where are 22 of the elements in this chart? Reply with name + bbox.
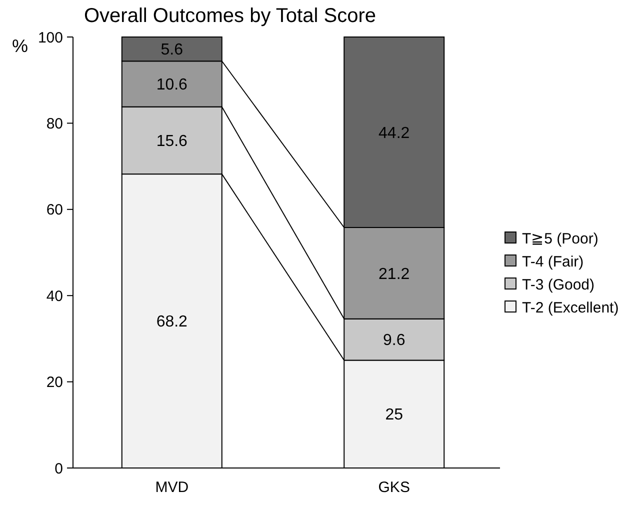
- data-label: 44.2: [378, 124, 410, 142]
- data-label: 25: [385, 406, 404, 424]
- legend-label: T≧5 (Poor): [522, 230, 598, 248]
- y-tick-label: 80: [46, 115, 63, 132]
- legend-label: T-4 (Fair): [522, 253, 584, 270]
- data-label: 5.6: [160, 42, 184, 59]
- y-tick-label: 60: [46, 202, 63, 219]
- chart-title: Overall Outcomes by Total Score: [84, 5, 376, 27]
- data-label: 10.6: [156, 76, 188, 94]
- data-label: 9.6: [382, 332, 406, 350]
- legend-label: T-2 (Excellent): [522, 299, 619, 316]
- y-tick-label: 20: [46, 374, 63, 392]
- y-axis-title: %: [12, 36, 28, 56]
- y-tick-label: 40: [46, 288, 63, 305]
- data-label: 15.6: [156, 133, 188, 150]
- y-tick-label: 0: [54, 460, 63, 478]
- x-tick-label: GKS: [378, 479, 410, 496]
- legend-label: T-3 (Good): [522, 276, 595, 294]
- data-label: 68.2: [156, 314, 188, 331]
- x-tick-label: MVD: [155, 479, 189, 496]
- y-tick-label: 100: [38, 29, 63, 46]
- data-label: 21.2: [378, 266, 410, 283]
